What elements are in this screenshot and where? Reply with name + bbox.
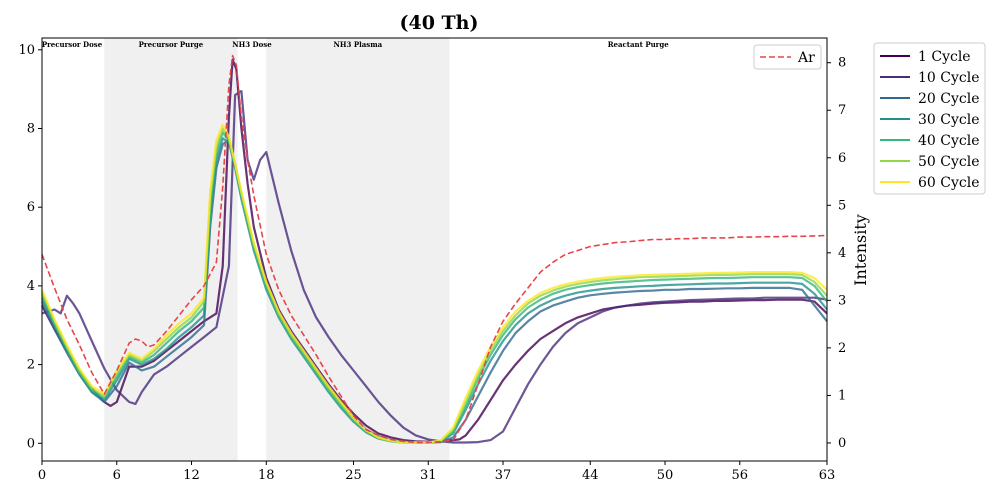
phase-shading (104, 38, 450, 461)
phase-region-3 (266, 38, 450, 461)
x-tick-label: 44 (582, 468, 599, 483)
x-tick-label: 0 (38, 468, 46, 483)
series-line-1-cycle (41, 58, 828, 443)
x-axis: 0 6 12 18 25 31 37 44 50 56 63 (38, 461, 835, 483)
phase-label: Precursor Purge (139, 40, 204, 49)
legend-label: 20 Cycle (918, 91, 980, 107)
x-tick-label: 63 (819, 468, 836, 483)
legend-label: 50 Cycle (918, 154, 980, 170)
series-line-ar (41, 54, 828, 444)
y-right-tick-label: 8 (838, 56, 846, 71)
x-tick-label: 18 (258, 468, 275, 483)
phase-label: NH3 Plasma (334, 40, 383, 49)
series-line-60-cycle (40, 123, 828, 444)
phase-label: Reactant Purge (608, 40, 670, 49)
phase-label: Precursor Dose (42, 40, 103, 49)
y-left-tick-label: 6 (27, 200, 35, 215)
legend-label: 40 Cycle (918, 133, 980, 149)
phase-region-1 (104, 38, 238, 461)
y-right-tick-label: 6 (838, 151, 846, 166)
legend-cycles-box (873, 42, 986, 195)
x-tick-label: 37 (495, 468, 512, 483)
y-left-tick-label: 4 (27, 279, 35, 294)
plot-lines (40, 54, 828, 444)
y-axis-left: 0 2 4 6 8 10 (18, 43, 42, 451)
y-right-tick-label: 5 (838, 198, 846, 213)
y-right-tick-label: 2 (838, 341, 846, 356)
x-tick-label: 6 (113, 468, 121, 483)
y-right-tick-label: 3 (838, 293, 846, 308)
phase-labels: Precursor Dose Precursor Purge NH3 Dose NH3… (42, 40, 669, 49)
legend-cycles: 1 Cycle 10 Cycle 20 Cycle 30 Cycle 40 Cycle 5… (873, 42, 986, 195)
legend-label: 1 Cycle (918, 49, 971, 65)
legend-label: 10 Cycle (918, 70, 980, 86)
x-tick-label: 56 (732, 468, 749, 483)
x-tick-label: 25 (345, 468, 362, 483)
y-left-tick-label: 2 (27, 358, 35, 373)
x-tick-label: 50 (657, 468, 674, 483)
y-left-tick-label: 10 (18, 43, 35, 58)
y-left-tick-label: 0 (27, 436, 35, 451)
legend-label: Ar (797, 50, 815, 66)
legend-ar: Ar (753, 44, 822, 70)
y-axis-right-label: Intensity (851, 214, 870, 286)
y-right-tick-label: 4 (838, 246, 846, 261)
y-left-tick-label: 8 (27, 122, 35, 137)
y-right-tick-label: 0 (838, 436, 846, 451)
chart-title: (40 Th) (400, 12, 479, 34)
x-tick-label: 31 (420, 468, 437, 483)
y-axis-right: 0 1 2 3 4 5 6 7 8 (827, 56, 846, 451)
series-line-10-cycle (41, 90, 828, 444)
y-right-tick-label: 1 (838, 388, 846, 403)
phase-label: NH3 Dose (232, 40, 272, 49)
legend-label: 30 Cycle (918, 112, 980, 128)
y-right-tick-label: 7 (838, 103, 846, 118)
plot-frame (41, 37, 828, 462)
legend-label: 60 Cycle (918, 175, 980, 191)
x-tick-label: 12 (183, 468, 200, 483)
